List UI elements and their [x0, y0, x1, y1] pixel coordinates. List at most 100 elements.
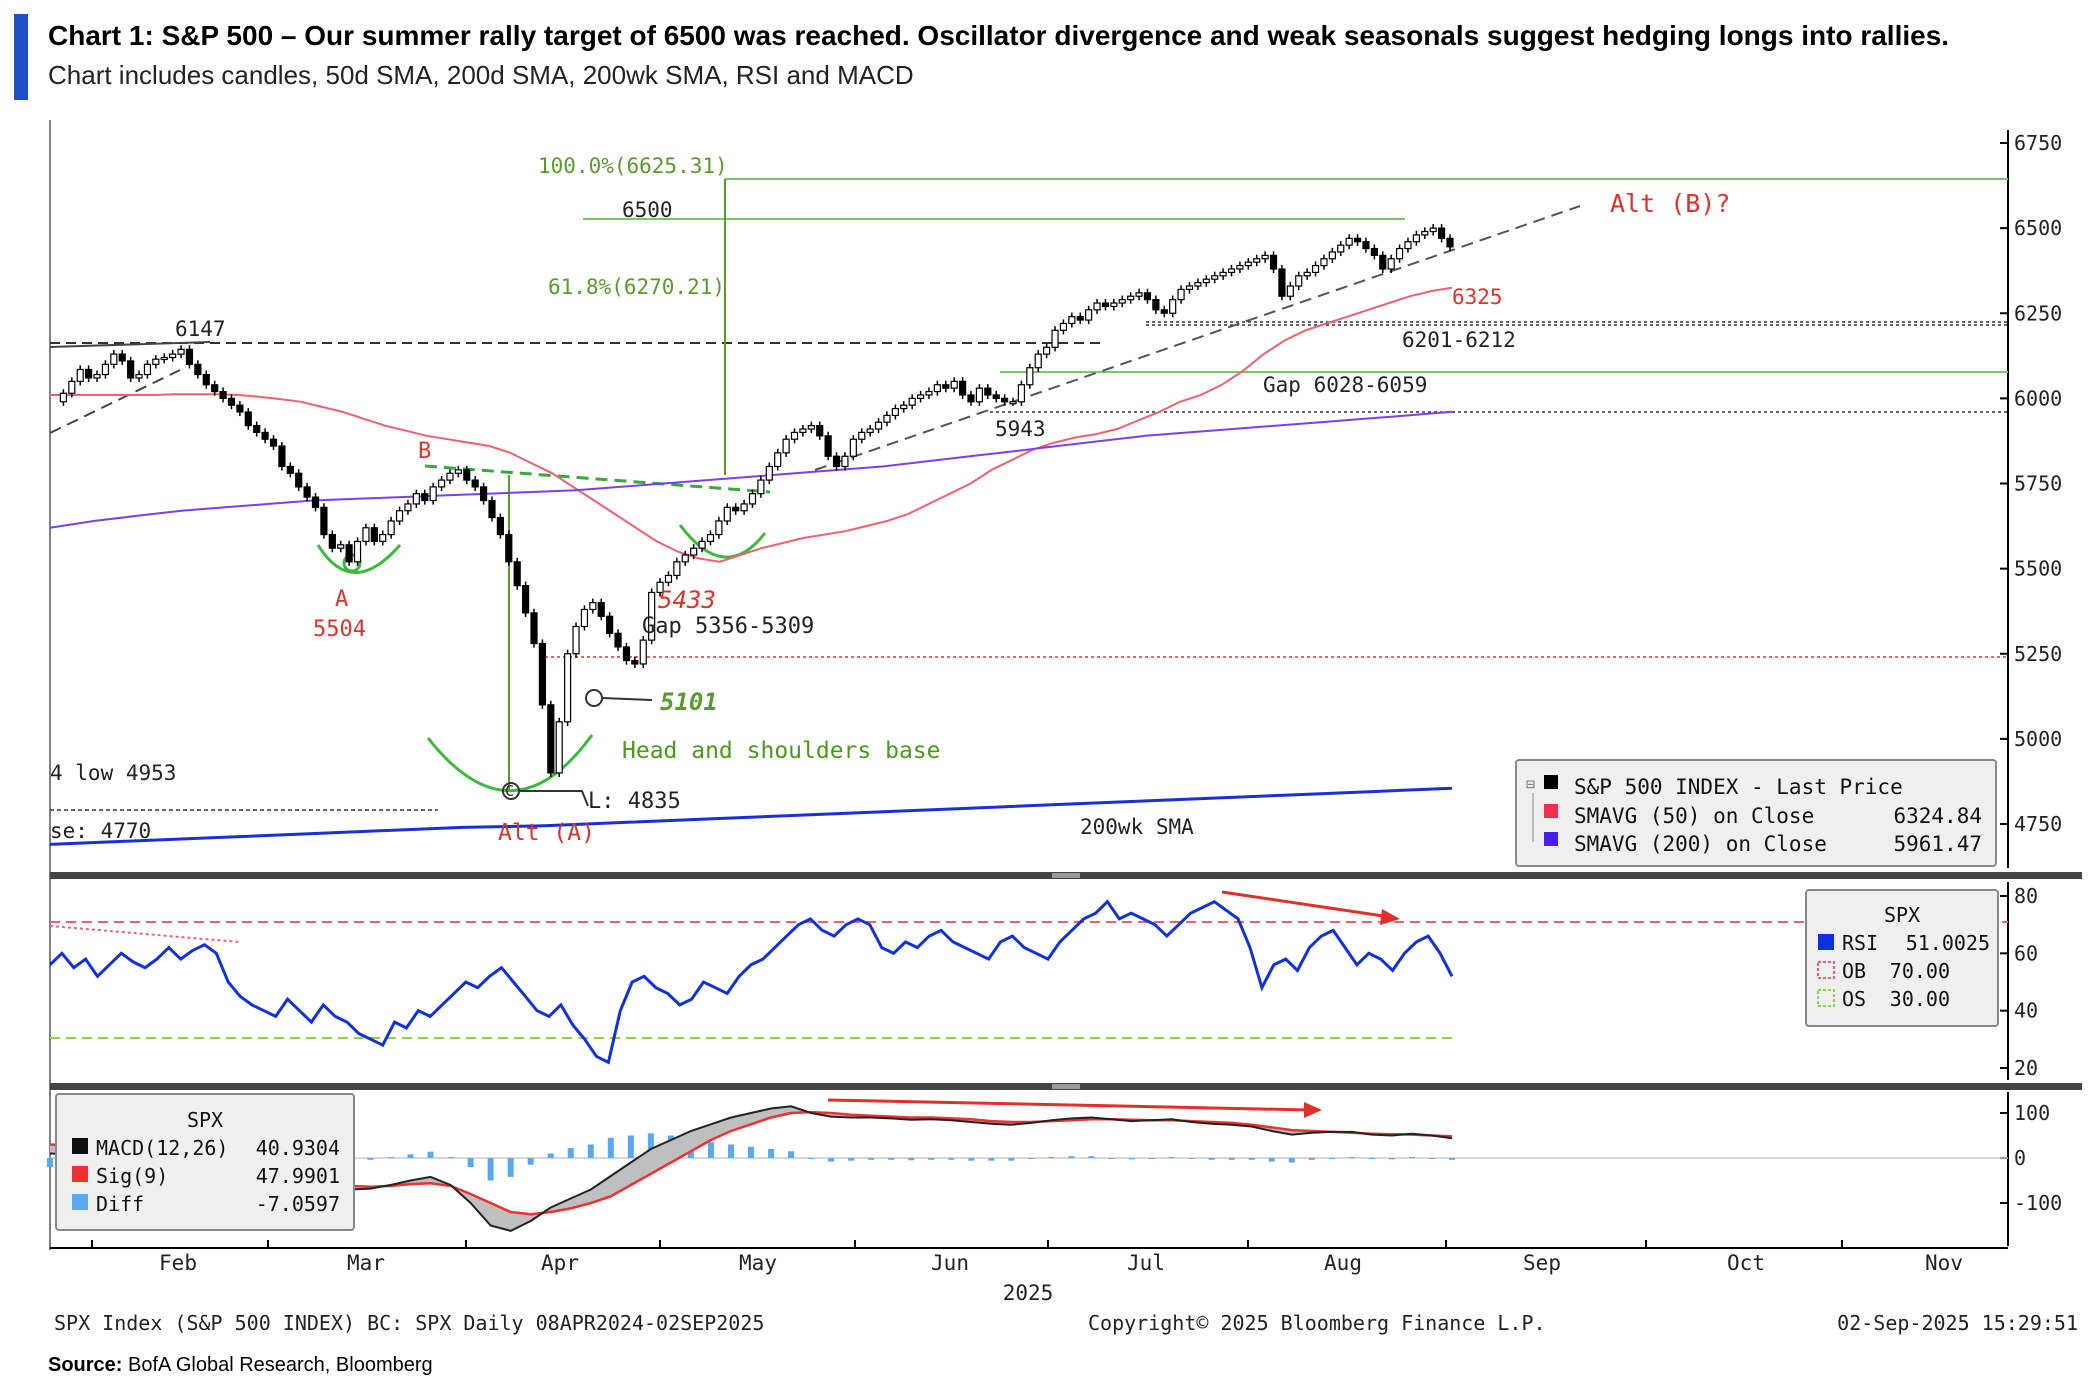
candle-body — [1227, 268, 1236, 273]
candle-body — [1370, 247, 1378, 256]
divider-grip-2 — [1052, 1084, 1080, 1089]
candle-body — [1286, 285, 1294, 297]
candle-body — [1068, 316, 1076, 325]
macd-legend: SPX MACD(12,26) 40.9304 Sig(9) 47.9901 D… — [55, 1093, 355, 1231]
macd-diff-bar — [547, 1153, 554, 1158]
candle-body — [690, 547, 698, 556]
macd-diff-bar — [1128, 1158, 1135, 1160]
label-l4835: L: 4835 — [588, 789, 681, 814]
candle-body — [143, 363, 152, 376]
candle-body — [463, 469, 471, 481]
candle-body — [1177, 288, 1185, 301]
macd-diff-bar — [828, 1158, 835, 1162]
candle-body — [1387, 258, 1395, 270]
candle-body — [1202, 278, 1210, 284]
candle-body — [404, 503, 412, 512]
macd-diff-bar — [1048, 1157, 1055, 1159]
diff-legend-swatch — [72, 1194, 88, 1210]
candle-body — [236, 404, 244, 413]
candle-body — [622, 646, 631, 662]
trendline-top-left — [49, 341, 211, 348]
close-4770-label: se: 4770 — [50, 819, 151, 843]
macd-tick-label: 0 — [2014, 1146, 2026, 1170]
macd-diff-bar — [367, 1158, 374, 1160]
sma50-line — [50, 286, 1453, 563]
shoulder-b-arc — [678, 524, 767, 559]
candle-body — [1043, 346, 1051, 355]
neckline — [424, 464, 771, 494]
candle-body — [614, 632, 622, 648]
candle-body — [295, 472, 303, 488]
candle-body — [732, 506, 740, 512]
rsi-old-ob-line — [49, 925, 241, 943]
candle-body — [698, 540, 706, 549]
month-label: Apr — [541, 1251, 579, 1275]
candle-body — [950, 380, 958, 389]
candle-body — [421, 493, 429, 502]
candle-body — [656, 581, 664, 594]
macd-diff-bar — [427, 1151, 434, 1158]
rsi-arrow-head — [1380, 909, 1400, 925]
candle-body — [1085, 309, 1093, 321]
rsi-tick-label: 40 — [2014, 999, 2038, 1023]
candle-body — [841, 455, 849, 468]
price-tick-label: 5750 — [2014, 472, 2062, 496]
candle-body — [858, 431, 866, 440]
candle-body — [488, 499, 496, 519]
macd-diff-bar — [1368, 1158, 1375, 1159]
candle-body — [1261, 254, 1269, 260]
candle-body — [261, 431, 269, 440]
candle-body — [160, 356, 168, 361]
candle-body — [799, 428, 807, 434]
candle-body — [1009, 401, 1017, 405]
macd-y-axis: -100 0 100 — [2000, 1101, 2062, 1215]
candle-body — [68, 380, 76, 394]
macd-diff-bar — [748, 1146, 754, 1158]
trendline-left — [49, 369, 181, 434]
candle-body — [807, 425, 815, 430]
head-arc — [426, 734, 594, 793]
macd-diff-bar — [1228, 1158, 1235, 1160]
candle-body — [353, 540, 362, 563]
footer-timestamp: 02-Sep-2025 15:29:51 — [1837, 1311, 2078, 1335]
candle-body — [824, 435, 832, 457]
candle-body — [1110, 302, 1118, 308]
month-label: Aug — [1324, 1251, 1362, 1275]
macd-tick-label: 100 — [2014, 1101, 2050, 1125]
candle-body — [1001, 397, 1009, 403]
gap-6028-label: Gap 6028-6059 — [1263, 373, 1427, 397]
candle-body — [883, 414, 891, 423]
level-6147-label: 6147 — [175, 317, 226, 341]
macd-diff-bar — [888, 1158, 895, 1160]
price-tick-label: 5250 — [2014, 642, 2062, 666]
price-y-axis: 4750 5000 5250 5500 5750 6000 6250 6500 6750 — [2000, 131, 2062, 836]
macd-diff-bar — [808, 1158, 815, 1159]
rsi-panel: 20 40 60 80 SPX RSI 51.0025 OB 70.00 OS 30.… — [48, 884, 2038, 1080]
candle-body — [219, 390, 227, 399]
candle-body — [311, 496, 320, 508]
candle-body — [1219, 271, 1227, 277]
candle-body — [706, 533, 715, 542]
macd-divergence-arrow — [827, 1098, 1311, 1112]
candle-body — [1236, 264, 1244, 270]
label-5433: 5433 — [658, 586, 716, 614]
candle-body — [748, 493, 757, 505]
candle-body — [1211, 275, 1219, 280]
candle-body — [891, 407, 899, 416]
footer-copyright: Copyright© 2025 Bloomberg Finance L.P. — [1088, 1311, 1546, 1335]
candle-body — [345, 544, 353, 563]
candle-body — [1345, 237, 1353, 246]
rsi-tick-label: 20 — [2014, 1056, 2038, 1080]
footer-series-info: SPX Index (S&P 500 INDEX) BC: SPX Daily … — [54, 1311, 764, 1335]
macd-diff-bar — [928, 1158, 935, 1160]
candle-body — [1379, 254, 1387, 270]
candle-body — [513, 561, 521, 587]
candle-body — [673, 561, 681, 577]
candle-body — [278, 445, 286, 468]
macd-diff-bar — [908, 1158, 915, 1161]
month-label: Jun — [931, 1251, 969, 1275]
candle-body — [76, 368, 84, 382]
candle-body — [1253, 258, 1261, 263]
price-tick-label: 5500 — [2014, 557, 2062, 581]
legend-price-title: S&P 500 INDEX - Last Price — [1574, 775, 1903, 799]
